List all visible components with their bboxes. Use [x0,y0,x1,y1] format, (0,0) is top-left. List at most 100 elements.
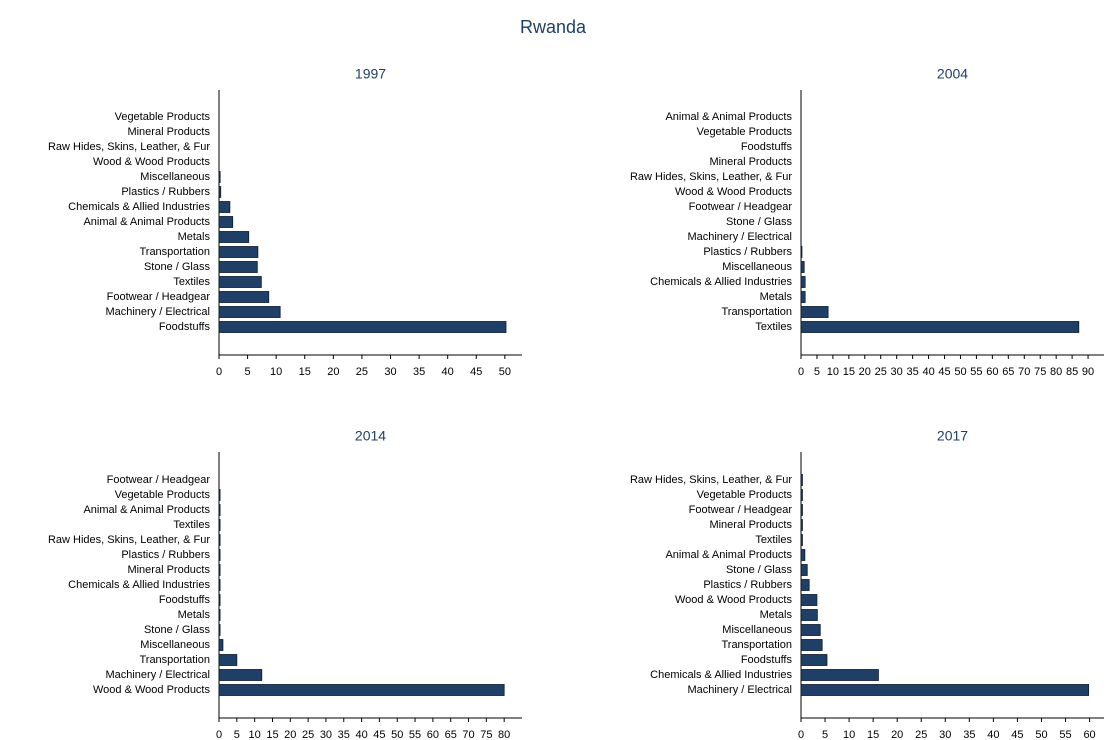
y-tick-label: Metals [178,609,211,621]
y-tick-label: Plastics / Rubbers [703,246,792,258]
x-tick-label: 10 [270,366,282,378]
x-tick-label: 0 [798,366,804,378]
bar [800,504,803,516]
x-tick-label: 20 [284,729,296,740]
bar [800,684,1090,696]
x-tick-label: 60 [986,366,998,378]
bar [800,594,818,606]
y-tick-label: Miscellaneous [140,639,210,651]
bar [218,564,221,576]
y-tick-label: Raw Hides, Skins, Leather, & Fur [48,141,210,153]
panel-title: 1997 [355,66,386,82]
x-tick-label: 15 [266,729,278,740]
y-tick-label: Raw Hides, Skins, Leather, & Fur [630,171,792,183]
x-tick-label: 55 [970,366,982,378]
y-tick-label: Stone / Glass [144,624,211,636]
bar [800,669,879,681]
y-tick-label: Vegetable Products [115,111,211,123]
x-tick-label: 30 [320,729,332,740]
y-tick-label: Metals [760,291,793,303]
bar [800,564,808,576]
x-tick-label: 40 [987,729,999,740]
bar [218,624,221,636]
x-tick-label: 10 [843,729,855,740]
x-tick-label: 35 [907,366,919,378]
bar [800,609,818,621]
bar [218,216,234,228]
x-tick-label: 50 [1035,729,1047,740]
bar [218,684,505,696]
y-tick-label: Raw Hides, Skins, Leather, & Fur [630,474,792,486]
x-tick-label: 45 [470,366,482,378]
x-tick-label: 55 [409,729,421,740]
y-tick-label: Machinery / Electrical [105,669,210,681]
y-tick-label: Miscellaneous [722,624,792,636]
bar [800,519,803,531]
x-tick-label: 40 [442,366,454,378]
bar [218,276,262,288]
y-tick-label: Footwear / Headgear [107,474,211,486]
chart-title: Rwanda [520,17,587,37]
x-tick-label: 0 [216,366,222,378]
y-tick-label: Transportation [721,639,792,651]
y-tick-label: Mineral Products [709,156,792,168]
y-tick-label: Footwear / Headgear [689,504,793,516]
x-tick-label: 20 [891,729,903,740]
y-tick-label: Raw Hides, Skins, Leather, & Fur [48,534,210,546]
x-tick-label: 0 [798,729,804,740]
y-tick-label: Textiles [173,519,210,531]
bar [218,609,221,621]
bar [800,624,821,636]
bar [218,654,238,666]
x-tick-label: 50 [499,366,511,378]
y-tick-label: Stone / Glass [726,564,793,576]
y-tick-label: Mineral Products [709,519,792,531]
x-tick-label: 75 [1034,366,1046,378]
y-tick-label: Plastics / Rubbers [121,549,210,561]
x-tick-label: 15 [299,366,311,378]
y-tick-label: Textiles [755,534,792,546]
y-tick-label: Chemicals & Allied Industries [68,201,210,213]
bar [218,321,507,333]
y-tick-label: Plastics / Rubbers [121,186,210,198]
x-tick-label: 35 [963,729,975,740]
x-tick-label: 25 [302,729,314,740]
x-tick-label: 55 [1059,729,1071,740]
y-tick-label: Foodstuffs [159,594,211,606]
bar [800,246,803,258]
x-tick-label: 15 [867,729,879,740]
x-tick-label: 30 [384,366,396,378]
y-tick-label: Animal & Animal Products [83,504,210,516]
bar [218,669,263,681]
x-tick-label: 0 [216,729,222,740]
x-tick-label: 20 [327,366,339,378]
bar [800,291,806,303]
y-tick-label: Textiles [755,321,792,333]
x-tick-label: 25 [356,366,368,378]
x-tick-label: 80 [1050,366,1062,378]
bar [800,276,806,288]
bar [800,639,823,651]
y-tick-label: Miscellaneous [140,171,210,183]
y-tick-label: Animal & Animal Products [83,216,210,228]
y-tick-label: Animal & Animal Products [665,549,792,561]
y-tick-label: Footwear / Headgear [107,291,211,303]
y-tick-label: Footwear / Headgear [689,201,793,213]
x-tick-label: 5 [814,366,820,378]
x-tick-label: 25 [915,729,927,740]
bar [800,261,805,273]
y-tick-label: Machinery / Electrical [687,231,792,243]
bar [800,321,1080,333]
x-tick-label: 45 [938,366,950,378]
y-tick-label: Wood & Wood Products [675,594,792,606]
y-tick-label: Machinery / Electrical [687,684,792,696]
y-tick-label: Vegetable Products [697,489,793,501]
panel-title: 2004 [937,66,968,82]
bar [218,246,259,258]
y-tick-label: Vegetable Products [697,126,793,138]
bar [218,594,221,606]
x-tick-label: 35 [338,729,350,740]
bar [218,549,221,561]
bar [218,534,221,546]
